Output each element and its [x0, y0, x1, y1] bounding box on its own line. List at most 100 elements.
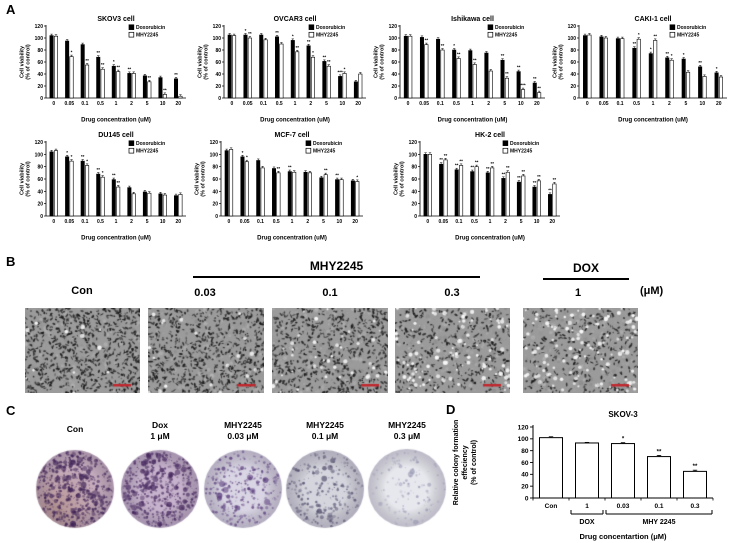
svg-text:0: 0 [227, 219, 230, 225]
svg-text:**: ** [307, 39, 311, 44]
svg-text:0.5: 0.5 [97, 219, 104, 225]
svg-text:**: ** [470, 165, 474, 170]
svg-text:*: * [246, 155, 248, 160]
svg-text:Drug concentration (uM): Drug concentration (uM) [81, 118, 151, 124]
svg-text:100: 100 [518, 436, 529, 443]
svg-text:20: 20 [549, 219, 555, 225]
svg-text:**: ** [324, 168, 328, 173]
svg-text:0.1: 0.1 [81, 219, 88, 225]
svg-text:**: ** [553, 177, 557, 182]
svg-text:0.03: 0.03 [617, 503, 630, 510]
svg-text:Doxorubicin: Doxorubicin [495, 25, 524, 31]
svg-text:*: * [71, 50, 73, 55]
svg-text:0: 0 [414, 214, 417, 220]
svg-text:**: ** [295, 45, 299, 50]
svg-text:**: ** [486, 166, 490, 171]
svg-text:*: * [113, 59, 115, 64]
svg-text:1: 1 [291, 219, 294, 225]
svg-text:*: * [71, 154, 73, 159]
dox-group-header: DOX [572, 261, 599, 275]
svg-text:**: ** [96, 167, 100, 172]
svg-text:0.5: 0.5 [276, 101, 283, 107]
svg-text:MHY 2245: MHY 2245 [643, 519, 676, 526]
svg-text:*: * [453, 43, 455, 48]
svg-text:20: 20 [716, 101, 722, 107]
svg-text:**: ** [288, 165, 292, 170]
svg-text:2: 2 [504, 219, 507, 225]
svg-text:**: ** [537, 86, 541, 91]
svg-text:**: ** [116, 65, 120, 70]
svg-text:**: ** [505, 71, 509, 76]
svg-text:2: 2 [130, 101, 133, 107]
col-label-1: 1 [574, 287, 582, 299]
svg-text:HK-2 cell: HK-2 cell [475, 132, 505, 139]
svg-text:Ishikawa cell: Ishikawa cell [451, 16, 494, 23]
svg-text:120: 120 [35, 24, 44, 30]
dish-label-dox-line1: Dox [151, 420, 169, 430]
svg-text:(% of control): (% of control) [200, 161, 206, 197]
svg-text:**: ** [459, 158, 463, 163]
svg-text:(% of control): (% of control) [471, 440, 478, 485]
svg-text:100: 100 [409, 152, 418, 158]
svg-text:*: * [356, 174, 358, 179]
svg-text:2: 2 [668, 101, 671, 107]
svg-text:40: 40 [212, 189, 218, 195]
svg-text:0.1: 0.1 [257, 219, 264, 225]
svg-text:(% of control): (% of control) [25, 161, 31, 197]
dish-label-mhy-0.1-line1: MHY2245 [306, 420, 344, 430]
svg-text:Drug concentration (uM): Drug concentration (uM) [438, 118, 508, 124]
chart-colony-formation-skov3: SKOV-3 Relative colony formation effecienc… [453, 410, 714, 541]
dish-image-mhy-0.03 [203, 449, 283, 529]
dish-label-con: Con [33, 424, 117, 435]
svg-text:0.05: 0.05 [240, 219, 250, 225]
svg-text:60: 60 [37, 60, 43, 66]
svg-text:Cell viability: Cell viability [20, 162, 26, 195]
dish-label-mhy-0.03: MHY2245 0.03 μM [201, 420, 285, 441]
svg-text:0.5: 0.5 [273, 219, 280, 225]
svg-text:**: ** [275, 30, 279, 35]
svg-text:120: 120 [210, 140, 219, 146]
svg-text:20: 20 [175, 101, 181, 107]
svg-text:Doxorubicin: Doxorubicin [316, 25, 345, 31]
svg-text:**: ** [163, 87, 167, 92]
panel-a-label: A [6, 2, 16, 17]
svg-text:**: ** [522, 169, 526, 174]
svg-text:*: * [86, 158, 88, 163]
svg-text:**: ** [490, 161, 494, 166]
svg-text:40: 40 [521, 472, 529, 479]
svg-text:1: 1 [294, 101, 297, 107]
svg-text:Doxorubicin: Doxorubicin [510, 141, 539, 147]
svg-text:1: 1 [652, 101, 655, 107]
svg-text:*: * [716, 66, 718, 71]
svg-text:5: 5 [146, 101, 149, 107]
dish-label-dox: Dox 1 μM [118, 420, 202, 441]
svg-text:Cell viability: Cell viability [553, 45, 559, 78]
svg-text:0: 0 [40, 214, 43, 220]
svg-text:**: ** [653, 33, 657, 38]
svg-text:100: 100 [389, 36, 398, 42]
svg-text:*: * [66, 150, 68, 155]
svg-text:1: 1 [585, 503, 589, 510]
svg-text:5: 5 [520, 219, 523, 225]
svg-text:**: ** [533, 180, 537, 185]
svg-text:60: 60 [521, 460, 529, 467]
svg-text:**: ** [657, 449, 662, 455]
svg-text:40: 40 [570, 72, 576, 78]
svg-text:*: * [638, 32, 640, 37]
svg-text:80: 80 [37, 165, 43, 171]
svg-text:**: ** [502, 171, 506, 176]
svg-text:0.5: 0.5 [633, 101, 640, 107]
svg-text:OVCAR3 cell: OVCAR3 cell [274, 16, 317, 23]
svg-text:0: 0 [394, 96, 397, 102]
svg-text:20: 20 [212, 202, 218, 208]
svg-text:0: 0 [230, 101, 233, 107]
svg-text:0.05: 0.05 [243, 101, 253, 107]
svg-text:120: 120 [389, 24, 398, 30]
panel-d-label: D [446, 402, 456, 417]
dish-label-dox-line2: 1 μM [150, 430, 170, 441]
svg-text:0: 0 [52, 219, 55, 225]
svg-text:(% of control): (% of control) [399, 161, 405, 197]
svg-text:120: 120 [568, 24, 577, 30]
